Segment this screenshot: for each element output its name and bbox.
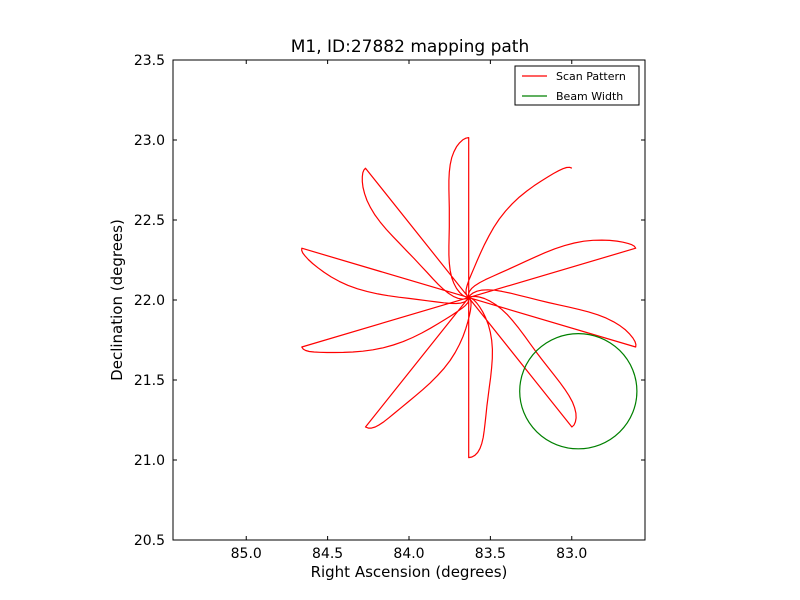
x-axis-label: Right Ascension (degrees) [311,563,508,581]
chart-title: M1, ID:27882 mapping path [291,37,530,57]
x-tick-label: 83.0 [556,546,587,562]
y-tick-label: 23.0 [134,133,165,149]
x-tick-label: 84.0 [393,546,424,562]
beam-width-circle [519,333,638,450]
legend: Scan Pattern Beam Width [514,65,640,106]
legend-label-beam-width: Beam Width [556,90,623,103]
y-axis-label: Declination (degrees) [108,219,126,381]
y-tick-label: 23.5 [134,53,165,69]
x-tick-label: 83.5 [475,546,506,562]
x-tick-label: 84.5 [312,546,343,562]
series-layer [301,137,638,459]
legend-label-scan-pattern: Scan Pattern [556,70,626,83]
y-tick-label: 22.5 [134,213,165,229]
y-tick-label: 21.0 [134,453,165,469]
y-tick-label: 21.5 [134,373,165,389]
y-tick-label: 20.5 [134,533,165,549]
legend-box [514,65,640,106]
plot-area [173,60,645,540]
x-tick-label: 85.0 [231,546,262,562]
y-tick-label: 22.0 [134,293,165,309]
ticks-layer: 85.0 84.5 84.0 83.5 83.0 20.5 21.0 21.5 22.0 22.5… [134,53,645,562]
scan-pattern-line [301,137,637,459]
